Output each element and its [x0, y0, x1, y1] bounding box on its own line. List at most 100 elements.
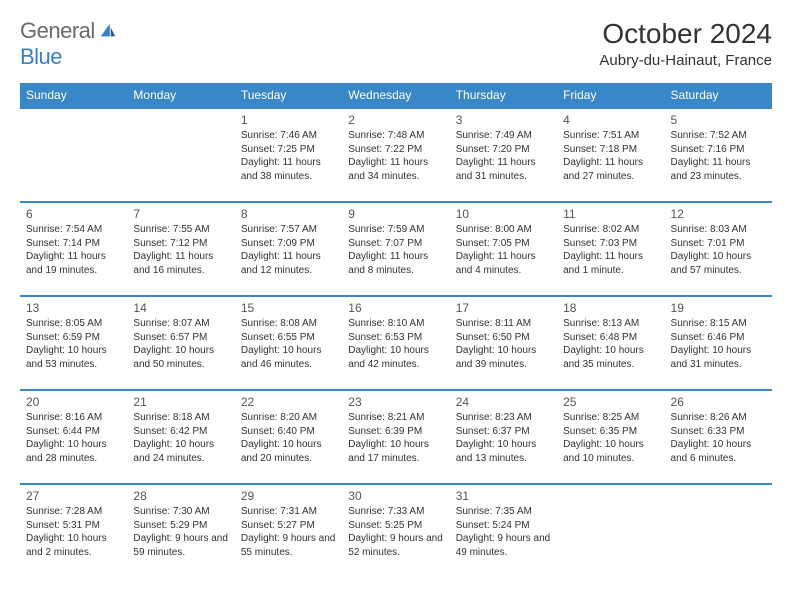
- day-detail-line: Sunrise: 7:55 AM: [133, 223, 228, 237]
- day-detail-line: Sunset: 7:09 PM: [241, 237, 336, 251]
- day-detail-line: Sunset: 5:29 PM: [133, 519, 228, 533]
- calendar-cell: 16Sunrise: 8:10 AMSunset: 6:53 PMDayligh…: [342, 296, 449, 390]
- day-detail-line: Sunrise: 8:08 AM: [241, 317, 336, 331]
- day-detail-line: Sunrise: 8:05 AM: [26, 317, 121, 331]
- day-detail: Sunrise: 7:28 AMSunset: 5:31 PMDaylight:…: [26, 505, 121, 559]
- day-detail-line: Daylight: 9 hours and 49 minutes.: [456, 532, 551, 559]
- calendar-cell: 9 Sunrise: 7:59 AMSunset: 7:07 PMDaylight…: [342, 202, 449, 296]
- day-detail-line: Sunrise: 7:46 AM: [241, 129, 336, 143]
- day-detail-line: Daylight: 10 hours and 13 minutes.: [456, 438, 551, 465]
- day-detail-line: Sunset: 5:27 PM: [241, 519, 336, 533]
- day-detail-line: Sunset: 6:44 PM: [26, 425, 121, 439]
- day-detail: Sunrise: 8:13 AMSunset: 6:48 PMDaylight:…: [563, 317, 658, 371]
- dayhead-friday: Friday: [557, 83, 664, 108]
- day-detail-line: Sunrise: 7:59 AM: [348, 223, 443, 237]
- day-detail-line: Sunset: 7:22 PM: [348, 143, 443, 157]
- dayhead-monday: Monday: [127, 83, 234, 108]
- day-detail-line: Sunrise: 8:13 AM: [563, 317, 658, 331]
- calendar-cell: 3Sunrise: 7:49 AMSunset: 7:20 PMDaylight…: [450, 108, 557, 202]
- day-detail-line: Daylight: 11 hours and 34 minutes.: [348, 156, 443, 183]
- day-detail: Sunrise: 8:10 AMSunset: 6:53 PMDaylight:…: [348, 317, 443, 371]
- day-detail-line: Sunrise: 8:26 AM: [671, 411, 766, 425]
- day-detail-line: Daylight: 10 hours and 17 minutes.: [348, 438, 443, 465]
- calendar-week-row: 6 Sunrise: 7:54 AMSunset: 7:14 PMDaylight…: [20, 202, 772, 296]
- day-detail-line: Sunset: 6:33 PM: [671, 425, 766, 439]
- day-detail-line: Daylight: 10 hours and 53 minutes.: [26, 344, 121, 371]
- day-detail-line: Sunset: 7:12 PM: [133, 237, 228, 251]
- calendar-cell: 22 Sunrise: 8:20 AMSunset: 6:40 PMDayligh…: [235, 390, 342, 484]
- sail-icon: [99, 22, 117, 40]
- day-detail-line: Sunrise: 8:07 AM: [133, 317, 228, 331]
- day-detail-line: Sunset: 7:16 PM: [671, 143, 766, 157]
- title-block: October 2024 Aubry-du-Hainaut, France: [599, 18, 772, 69]
- day-detail-line: Sunrise: 7:35 AM: [456, 505, 551, 519]
- day-number: 6: [26, 207, 121, 221]
- day-detail-line: Sunrise: 8:03 AM: [671, 223, 766, 237]
- calendar-cell: 12Sunrise: 8:03 AMSunset: 7:01 PMDayligh…: [665, 202, 772, 296]
- day-number: 9: [348, 207, 443, 221]
- day-detail-line: Sunrise: 7:57 AM: [241, 223, 336, 237]
- calendar-cell: 15Sunrise: 8:08 AMSunset: 6:55 PMDayligh…: [235, 296, 342, 390]
- day-detail-line: Sunset: 5:24 PM: [456, 519, 551, 533]
- calendar-week-row: 20Sunrise: 8:16 AMSunset: 6:44 PMDayligh…: [20, 390, 772, 484]
- calendar-week-row: 27Sunrise: 7:28 AMSunset: 5:31 PMDayligh…: [20, 484, 772, 577]
- day-detail-line: Daylight: 10 hours and 46 minutes.: [241, 344, 336, 371]
- calendar-cell: 23Sunrise: 8:21 AMSunset: 6:39 PMDayligh…: [342, 390, 449, 484]
- day-number: 13: [26, 301, 121, 315]
- day-detail-line: Sunrise: 7:31 AM: [241, 505, 336, 519]
- calendar-cell: 2Sunrise: 7:48 AMSunset: 7:22 PMDaylight…: [342, 108, 449, 202]
- day-detail: Sunrise: 7:31 AMSunset: 5:27 PMDaylight:…: [241, 505, 336, 559]
- calendar-week-row: 13Sunrise: 8:05 AMSunset: 6:59 PMDayligh…: [20, 296, 772, 390]
- calendar-cell: 31Sunrise: 7:35 AMSunset: 5:24 PMDayligh…: [450, 484, 557, 577]
- day-number: 22: [241, 395, 336, 409]
- day-detail: Sunrise: 7:54 AMSunset: 7:14 PMDaylight:…: [26, 223, 121, 277]
- day-number: 24: [456, 395, 551, 409]
- dayhead-wednesday: Wednesday: [342, 83, 449, 108]
- dayhead-saturday: Saturday: [665, 83, 772, 108]
- day-header-row: Sunday Monday Tuesday Wednesday Thursday…: [20, 83, 772, 108]
- day-detail-line: Daylight: 11 hours and 16 minutes.: [133, 250, 228, 277]
- day-detail: Sunrise: 7:46 AMSunset: 7:25 PMDaylight:…: [241, 129, 336, 183]
- day-detail-line: Sunrise: 7:28 AM: [26, 505, 121, 519]
- day-detail-line: Daylight: 10 hours and 31 minutes.: [671, 344, 766, 371]
- day-detail-line: Daylight: 11 hours and 8 minutes.: [348, 250, 443, 277]
- day-number: 17: [456, 301, 551, 315]
- day-detail-line: Sunset: 7:18 PM: [563, 143, 658, 157]
- day-detail-line: Daylight: 10 hours and 57 minutes.: [671, 250, 766, 277]
- day-number: 25: [563, 395, 658, 409]
- day-detail-line: Sunset: 7:07 PM: [348, 237, 443, 251]
- day-detail-line: Daylight: 10 hours and 35 minutes.: [563, 344, 658, 371]
- calendar-cell: 21Sunrise: 8:18 AMSunset: 6:42 PMDayligh…: [127, 390, 234, 484]
- day-number: 11: [563, 207, 658, 221]
- month-title: October 2024: [599, 18, 772, 50]
- day-detail-line: Sunset: 5:25 PM: [348, 519, 443, 533]
- calendar-cell: 28Sunrise: 7:30 AMSunset: 5:29 PMDayligh…: [127, 484, 234, 577]
- day-detail-line: Sunrise: 7:51 AM: [563, 129, 658, 143]
- day-detail-line: Daylight: 10 hours and 6 minutes.: [671, 438, 766, 465]
- day-detail-line: Sunrise: 7:49 AM: [456, 129, 551, 143]
- day-detail-line: Sunrise: 7:52 AM: [671, 129, 766, 143]
- day-detail: Sunrise: 8:20 AMSunset: 6:40 PMDaylight:…: [241, 411, 336, 465]
- day-detail-line: Daylight: 11 hours and 31 minutes.: [456, 156, 551, 183]
- day-number: 15: [241, 301, 336, 315]
- day-detail-line: Daylight: 10 hours and 42 minutes.: [348, 344, 443, 371]
- day-detail-line: Sunset: 6:37 PM: [456, 425, 551, 439]
- day-detail: Sunrise: 7:51 AMSunset: 7:18 PMDaylight:…: [563, 129, 658, 183]
- day-detail-line: Daylight: 9 hours and 52 minutes.: [348, 532, 443, 559]
- day-detail: Sunrise: 7:52 AMSunset: 7:16 PMDaylight:…: [671, 129, 766, 183]
- day-detail: Sunrise: 7:33 AMSunset: 5:25 PMDaylight:…: [348, 505, 443, 559]
- calendar-cell: 4Sunrise: 7:51 AMSunset: 7:18 PMDaylight…: [557, 108, 664, 202]
- day-detail-line: Sunset: 6:46 PM: [671, 331, 766, 345]
- calendar-cell: [665, 484, 772, 577]
- day-detail-line: Daylight: 9 hours and 55 minutes.: [241, 532, 336, 559]
- day-number: 14: [133, 301, 228, 315]
- day-detail: Sunrise: 8:16 AMSunset: 6:44 PMDaylight:…: [26, 411, 121, 465]
- day-detail-line: Sunset: 6:59 PM: [26, 331, 121, 345]
- day-detail: Sunrise: 8:02 AMSunset: 7:03 PMDaylight:…: [563, 223, 658, 277]
- day-detail: Sunrise: 7:57 AMSunset: 7:09 PMDaylight:…: [241, 223, 336, 277]
- day-detail: Sunrise: 8:11 AMSunset: 6:50 PMDaylight:…: [456, 317, 551, 371]
- day-detail-line: Sunrise: 8:25 AM: [563, 411, 658, 425]
- day-detail-line: Daylight: 10 hours and 10 minutes.: [563, 438, 658, 465]
- day-detail-line: Sunrise: 8:15 AM: [671, 317, 766, 331]
- day-number: 19: [671, 301, 766, 315]
